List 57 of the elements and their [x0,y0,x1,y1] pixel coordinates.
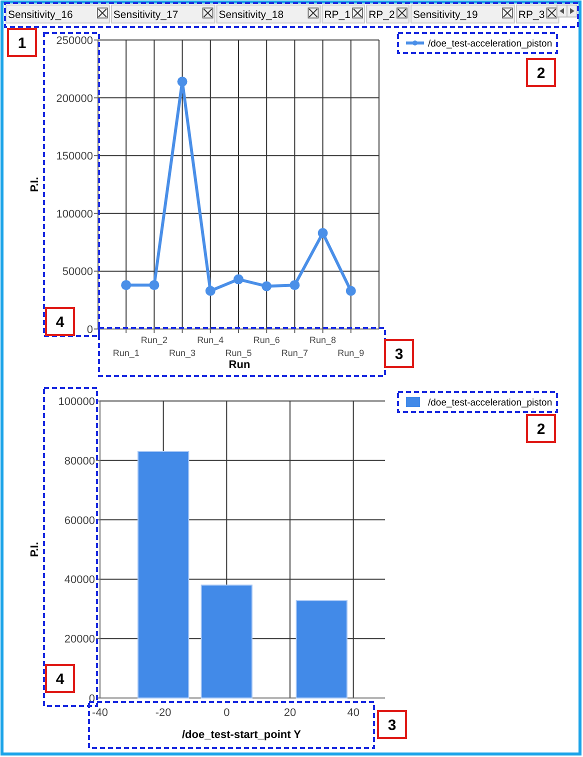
legend-label: /doe_test-acceleration_piston [428,398,552,408]
y-tick-label: 60000 [64,514,95,527]
y-tick-label: 40000 [64,574,95,586]
x-tick-label: Run_7 [281,348,308,358]
text: 1 [18,35,26,52]
point [177,76,188,87]
y-tick-label: 150000 [56,150,93,163]
category-label: Sensitivity_16 [8,9,73,21]
bar [138,450,190,698]
y-tick-label: 100000 [56,208,93,220]
point [290,280,300,290]
y-tick-label: 0 [86,324,93,336]
category-label: RP_2 [368,9,396,21]
text: 4 [56,671,65,688]
x-tick-label: Run_3 [169,348,196,358]
legend-label: /doe_test-acceleration_piston [428,38,552,50]
y-tick-label: 200000 [56,92,93,105]
point [149,280,160,290]
category-label: Sensitivity_17 [113,9,178,21]
x-tick-label: 40 [347,707,360,719]
x-tick-label: Run_9 [338,348,364,358]
x-tick-label: Run_4 [197,335,224,345]
x-tick-label: Run_5 [225,348,252,358]
x-tick-label: -20 [155,707,172,719]
y-tick-label: 80000 [64,455,95,468]
category-label: RP_3 [518,9,545,21]
bar [296,600,348,698]
category-label: Sensitivity_18 [218,9,284,21]
bar [200,584,252,698]
y-tick-label: 250000 [56,35,93,47]
x-tick-label: 20 [284,707,296,719]
y-axis-title: P.I. [29,542,41,558]
point [234,274,244,284]
text: 2 [536,421,546,438]
x-tick-label: Run_2 [140,335,168,345]
x-tick-label: -40 [92,707,108,719]
text: 4 [56,314,65,331]
x-tick-label: Run_1 [112,348,140,358]
y-tick-label: 100000 [58,396,95,408]
y-axis-title: P.I. [29,176,41,192]
point [205,286,216,296]
x-axis-title: /doe_test-start_point Y [182,729,302,741]
text: 3 [388,717,396,734]
x-axis-title: Run [228,359,250,371]
x-tick-label: Run_6 [253,335,280,345]
point [318,228,328,238]
category-label: Sensitivity_19 [413,9,478,21]
point [346,286,356,296]
y-tick-label: 20000 [64,634,95,646]
y-tick-label: 50000 [62,266,93,278]
x-tick-label: Run_8 [310,335,336,345]
point [121,280,132,290]
text: 3 [394,346,404,363]
category-label: RP_1 [324,9,351,21]
text: 2 [536,65,546,82]
point [262,281,272,292]
x-tick-label: 0 [224,707,230,719]
